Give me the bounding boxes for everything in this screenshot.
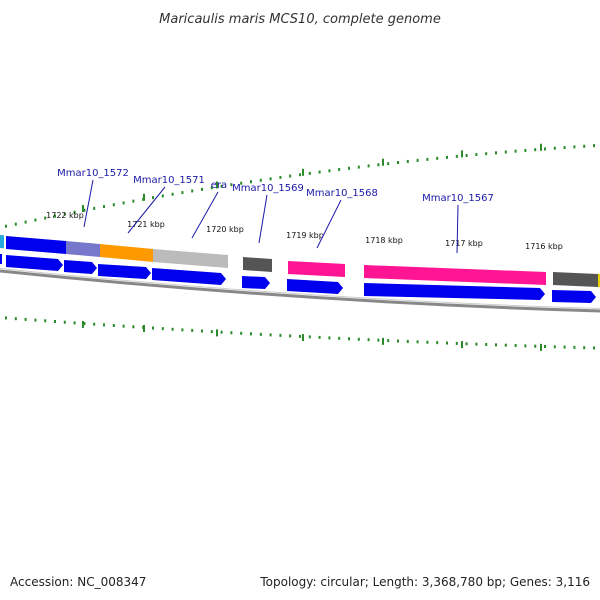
gene-label[interactable]: Mmar10_1567 — [422, 193, 494, 204]
gene-label-leader — [456, 204, 459, 254]
feature-dark-grey[interactable] — [243, 257, 272, 272]
cds-arrow[interactable] — [287, 279, 343, 294]
scale-label: 1721 kbp — [127, 220, 165, 229]
gene-label[interactable]: Mmar10_1571 — [133, 175, 205, 186]
cds-arrow[interactable] — [242, 276, 270, 289]
cds-arrow[interactable] — [364, 283, 545, 300]
feature-pink[interactable] — [288, 261, 345, 277]
gene-label[interactable]: Mmar10_1572 — [57, 168, 129, 179]
gene-label-leader — [316, 199, 342, 249]
gene-label[interactable]: Mmar10_1568 — [306, 188, 378, 199]
genome-backbone — [0, 269, 600, 313]
genome-backbone-highlight — [0, 268, 600, 309]
scale-label: 1719 kbp — [286, 231, 324, 240]
accession-text: Accession: NC_008347 — [10, 575, 147, 589]
cds-arrow[interactable] — [98, 264, 151, 279]
feature-dark-grey-2[interactable] — [553, 272, 598, 287]
cds-arrow[interactable] — [152, 268, 226, 285]
feature-orange[interactable] — [100, 244, 153, 262]
map-title: Maricaulis maris MCS10, complete genome — [159, 12, 441, 27]
cds-arrow[interactable] — [0, 254, 2, 264]
gene-label[interactable]: Mmar10_1569 — [232, 183, 304, 194]
cds-arrow[interactable] — [552, 290, 596, 303]
genome-summary-text: Topology: circular; Length: 3,368,780 bp… — [260, 575, 590, 589]
gene-label-leader — [127, 186, 166, 234]
gene-label-leader — [191, 191, 219, 239]
gene-label[interactable]: era — [211, 180, 227, 191]
feature-blue[interactable] — [6, 236, 66, 254]
scale-label: 1720 kbp — [206, 225, 244, 234]
cds-arrow[interactable] — [6, 255, 63, 271]
scale-label: 1717 kbp — [445, 239, 483, 248]
scale-label: 1716 kbp — [525, 242, 563, 251]
feature-grey[interactable] — [153, 249, 228, 268]
gene-label-leader — [258, 194, 268, 244]
feature-purple[interactable] — [66, 241, 100, 257]
feature-track — [0, 235, 600, 287]
cds-arrow[interactable] — [64, 260, 97, 274]
feature-cyan[interactable] — [0, 235, 4, 249]
scale-ticks: 1722 kbp 1721 kbp 1720 kbp 1719 kbp 1718 kbp… — [5, 143, 595, 351]
feature-pink-long[interactable] — [364, 265, 546, 285]
scale-label: 1722 kbp — [46, 211, 84, 220]
cds-track — [0, 254, 596, 303]
scale-label: 1718 kbp — [365, 236, 403, 245]
gene-label-leader — [83, 179, 94, 228]
